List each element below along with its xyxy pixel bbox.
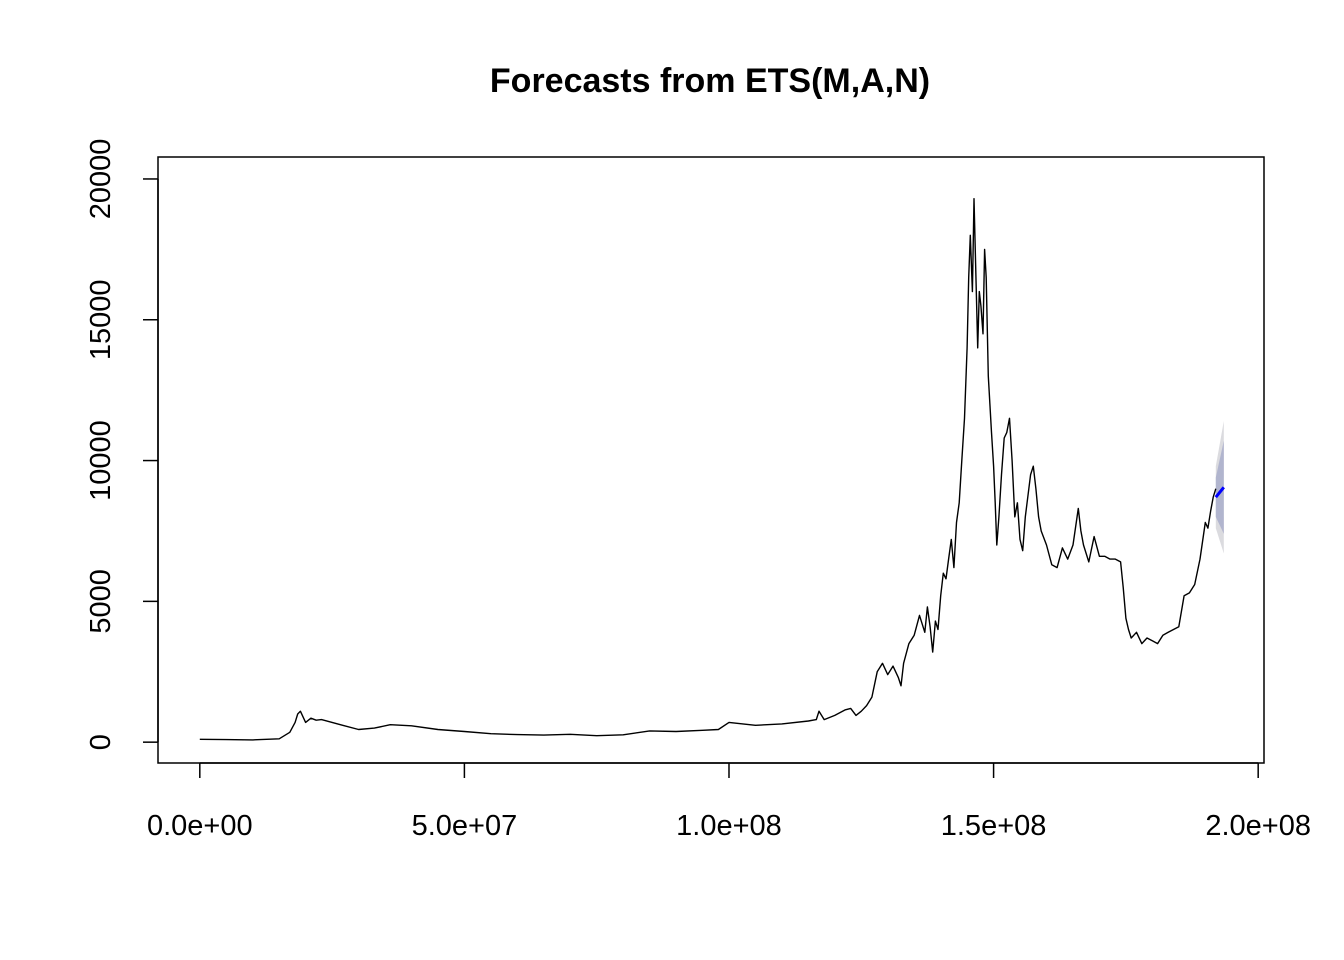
forecast-line <box>1214 486 1225 499</box>
x-axis: 0.0e+00 5.0e+07 1.0e+08 1.5e+08 2.0e+08 <box>147 762 1311 842</box>
chart-title: Forecasts from ETS(M,A,N) <box>490 62 930 100</box>
prediction-intervals <box>1215 421 1224 554</box>
x-tick-label: 2.0e+08 <box>1205 810 1311 842</box>
y-tick-label: 10000 <box>85 420 117 501</box>
y-tick-label: 20000 <box>85 139 117 220</box>
observed-line <box>199 197 1217 741</box>
x-tick-label: 5.0e+07 <box>412 810 518 842</box>
y-tick-label: 5000 <box>85 569 117 634</box>
y-axis: 0 5000 10000 15000 20000 <box>85 139 159 750</box>
data-series <box>199 197 1225 741</box>
x-tick-label: 1.5e+08 <box>941 810 1047 842</box>
x-tick-label: 0.0e+00 <box>147 810 253 842</box>
interval-band-80 <box>1215 440 1224 534</box>
y-tick-label: 0 <box>85 734 117 750</box>
y-tick-label: 15000 <box>85 279 117 360</box>
plot-area-frame <box>157 156 1265 764</box>
x-tick-label: 1.0e+08 <box>676 810 782 842</box>
